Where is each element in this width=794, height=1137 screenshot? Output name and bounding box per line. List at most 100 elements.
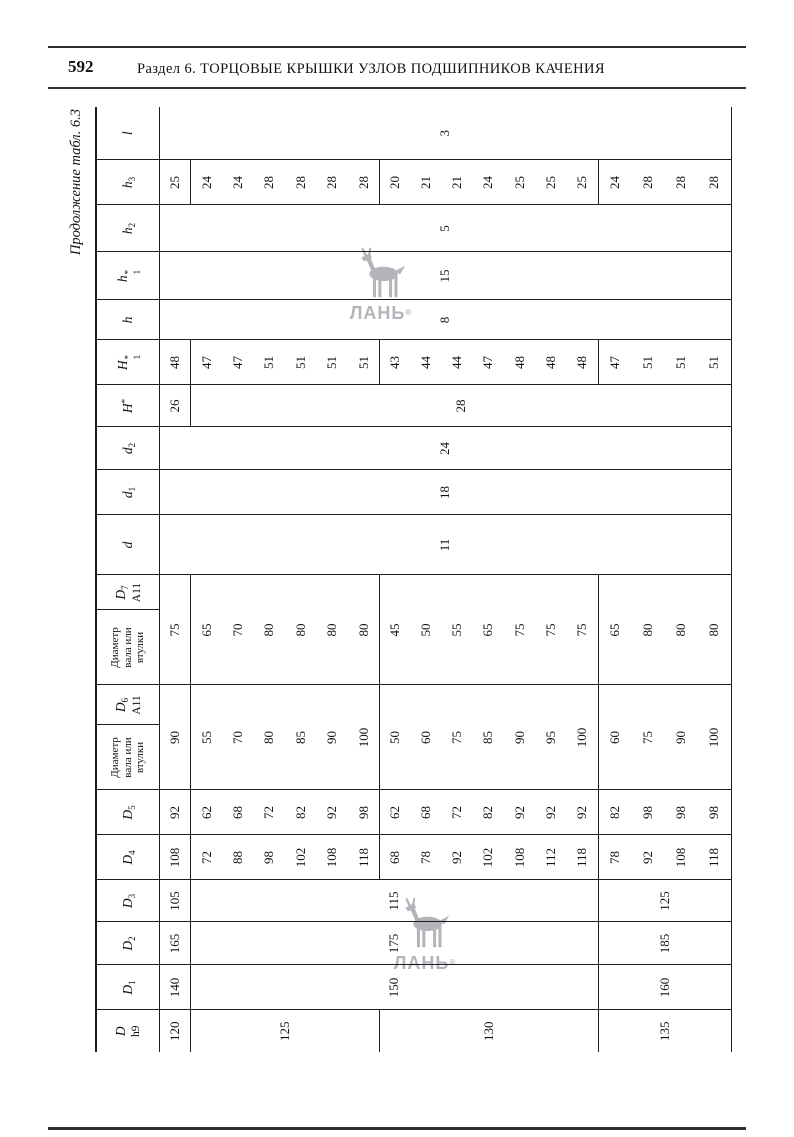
cell-D5: 92 [159, 790, 191, 835]
bottom-rule [48, 1127, 746, 1130]
cell-h3: 21 [441, 160, 473, 205]
cell-h3: 28 [698, 160, 732, 205]
cell-dv7: 80 [631, 575, 665, 685]
cell-D5: 98 [698, 790, 732, 835]
col-header-h: h [96, 300, 160, 340]
cell-d: 11 [159, 515, 732, 575]
cell-dv6: 55 [190, 685, 222, 790]
cell-D4: 72 [190, 835, 222, 880]
cell-dv6: 100 [698, 685, 732, 790]
cell-dv7: 80 [285, 575, 317, 685]
cell-D3: 105 [159, 880, 191, 922]
cell-dv6: 85 [472, 685, 504, 790]
cell-D: 130 [379, 1010, 599, 1052]
cell-dv6: 90 [504, 685, 536, 790]
cell-D: 120 [167, 1021, 182, 1042]
cell-dv7: 45 [379, 575, 411, 685]
cell-D2: 175 [190, 922, 599, 965]
cell-h3: 24 [190, 160, 222, 205]
col-header-D6-A11: D6 A11 [96, 685, 160, 725]
col-header-shaft-diameter-6: Диаметр вала или втулки [96, 725, 160, 790]
cell-dv6: 60 [410, 685, 442, 790]
cell-dv6: 60 [598, 685, 632, 790]
cell-dv7: 75 [535, 575, 567, 685]
cell-H1: 48 [535, 340, 567, 385]
cell-H1: 47 [472, 340, 504, 385]
cell-H1: 48 [566, 340, 599, 385]
cell-D4: 102 [285, 835, 317, 880]
cell-H1: 51 [664, 340, 698, 385]
cell-H1: 47 [222, 340, 254, 385]
table-caption: Продолжение табл. 6.3 [68, 109, 84, 256]
cell-dv7: 55 [441, 575, 473, 685]
col-header-D1: D1 [96, 965, 160, 1010]
cell-D2: 165 [159, 922, 191, 965]
cell-h3: 28 [348, 160, 380, 205]
cell-dv7: 80 [253, 575, 285, 685]
cell-D1: 160 [598, 965, 732, 1010]
cell-D2: 185 [598, 922, 732, 965]
cell-h3: 20 [379, 160, 411, 205]
col-header-d2: d2 [96, 427, 160, 470]
cell-dv6: 90 [159, 685, 191, 790]
cell-dv6: 100 [566, 685, 599, 790]
cell-D5: 82 [598, 790, 632, 835]
cell-D: 135 [598, 1010, 732, 1052]
col-header-h2: h2 [96, 205, 160, 252]
cell-D5: 92 [316, 790, 348, 835]
cell-H1: 51 [316, 340, 348, 385]
section-title: Раздел 6. ТОРЦОВЫЕ КРЫШКИ УЗЛОВ ПОДШИПНИ… [137, 61, 605, 77]
cell-h3: 25 [159, 160, 191, 205]
cell-dv7: 75 [504, 575, 536, 685]
col-header-H1: H * 1 [96, 340, 160, 385]
watermark-label: ЛАНЬ® [349, 303, 413, 323]
cell-h3: 25 [535, 160, 567, 205]
cell-dv6: 75 [631, 685, 665, 790]
cell-D5: 62 [379, 790, 411, 835]
col-header-D2: D2 [96, 922, 160, 965]
cell-dv6: 50 [379, 685, 411, 790]
cell-H: 26 [159, 385, 191, 427]
cell-D: 125 [190, 1010, 380, 1052]
cell-dv7: 80 [316, 575, 348, 685]
cell-H1: 51 [285, 340, 317, 385]
cell-D5: 62 [190, 790, 222, 835]
cell-D1: 150 [190, 965, 599, 1010]
cell-h3: 25 [566, 160, 599, 205]
cell-dv6: 70 [222, 685, 254, 790]
cell-H1: 48 [159, 340, 191, 385]
col-header-h1: h * 1 [96, 252, 160, 300]
cell-D4: 88 [222, 835, 254, 880]
page-number: 592 [68, 57, 94, 76]
cell-H1: 47 [190, 340, 222, 385]
cell-D3: 125 [598, 880, 732, 922]
cell-dv7: 65 [472, 575, 504, 685]
cell-D4: 112 [535, 835, 567, 880]
cell-D3: 115 [190, 880, 599, 922]
col-header-d: d [96, 515, 160, 575]
cell-D4: 118 [698, 835, 732, 880]
cell-D4: 118 [348, 835, 380, 880]
cell-D5: 92 [535, 790, 567, 835]
cell-h1: 15 [159, 252, 732, 300]
cell-H1: 44 [410, 340, 442, 385]
table-row: 120 140 165 105 108 92 90 75 11 18 24 26… [159, 107, 732, 1052]
cell-dv6: 80 [253, 685, 285, 790]
cell-dv7: 80 [664, 575, 698, 685]
col-header-h3: h3 [96, 160, 160, 205]
cell-D4: 68 [379, 835, 411, 880]
cell-h3: 28 [316, 160, 348, 205]
cell-D5: 98 [664, 790, 698, 835]
cell-H1: 51 [348, 340, 380, 385]
cell-D5: 98 [348, 790, 380, 835]
col-header-d1: d1 [96, 470, 160, 515]
cell-dv6: 100 [348, 685, 380, 790]
cell-dv6: 90 [316, 685, 348, 790]
cell-dv7: 65 [598, 575, 632, 685]
cell-dv7: 80 [698, 575, 732, 685]
col-header-H: H* [96, 385, 160, 427]
cell-D4: 78 [410, 835, 442, 880]
